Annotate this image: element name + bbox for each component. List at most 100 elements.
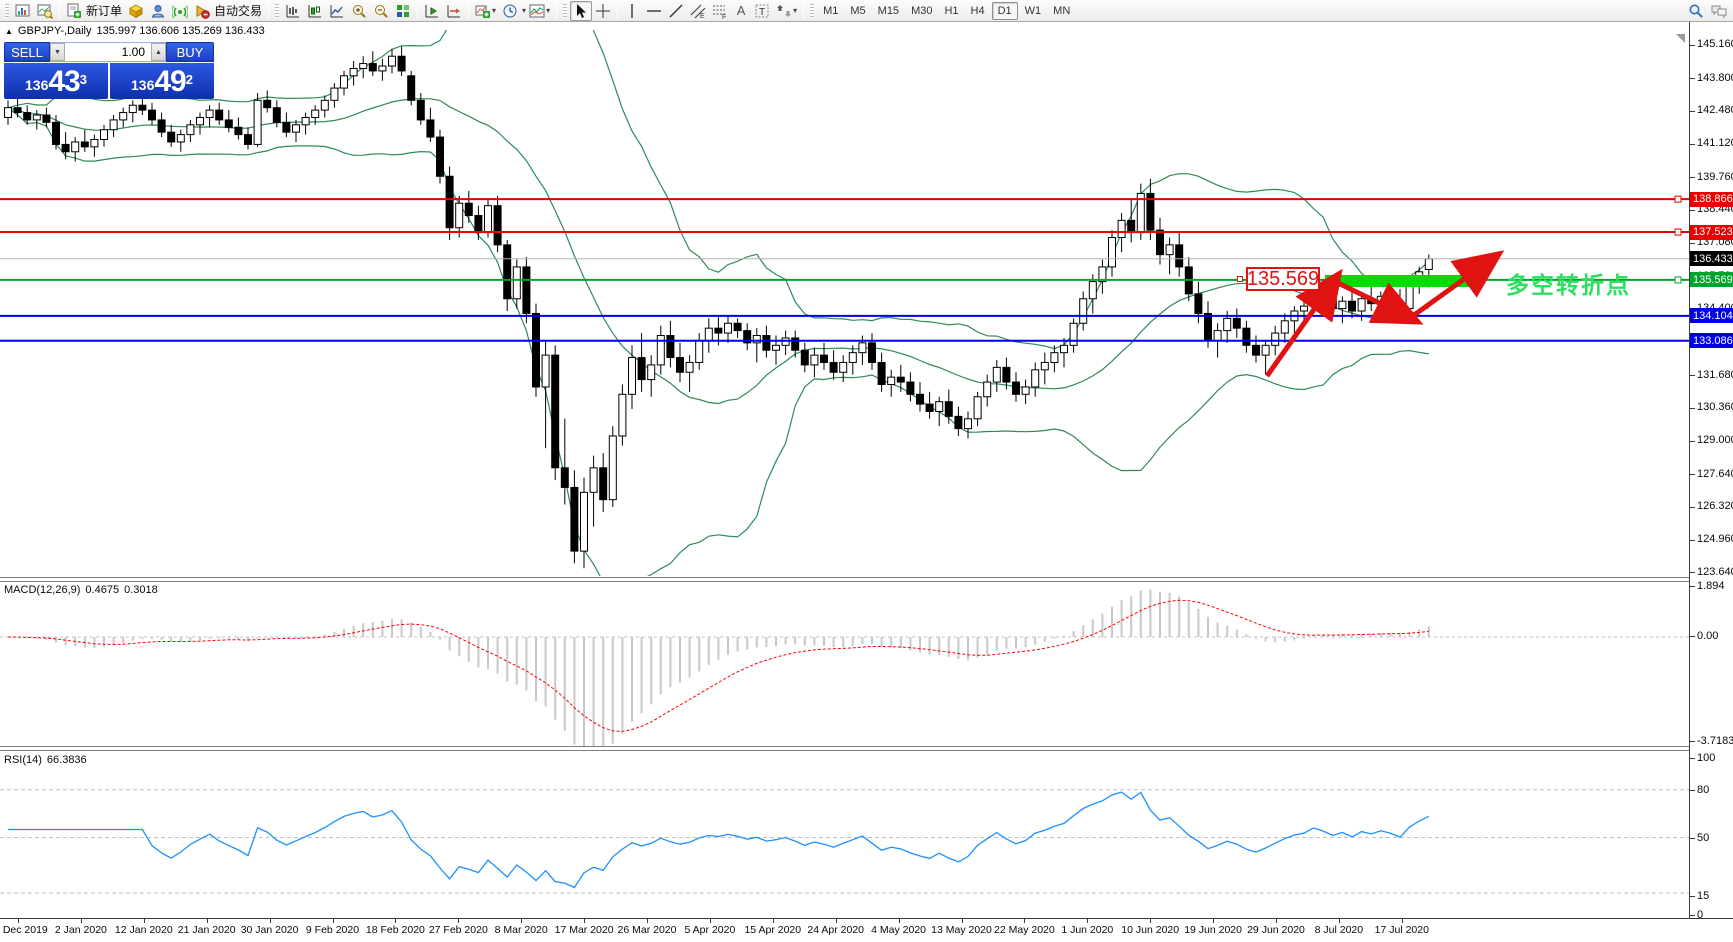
linechart-icon[interactable] [326,1,348,21]
timeframe-H1[interactable]: H1 [944,4,959,17]
hline-icon[interactable] [643,1,665,21]
clock-icon[interactable] [499,1,521,21]
volume-down-button[interactable]: ▼ [50,43,65,61]
candle [685,361,694,373]
pivot-point-text[interactable]: 多空转折点 [1506,272,1631,298]
timeframe-H4[interactable]: H4 [970,4,985,17]
cursor-icon[interactable] [570,0,593,21]
candle [503,244,512,300]
candle [1271,332,1280,346]
trendline-icon[interactable] [665,1,687,21]
candle [52,121,60,145]
pane-separator[interactable] [0,577,1689,582]
price-tick-label: 126.320 [1697,500,1733,513]
template-icon[interactable]: ▾ [526,1,553,21]
candle [541,354,550,388]
price-line-label: 133.086 [1690,333,1733,349]
autoscroll-icon[interactable] [421,1,443,21]
date-tick [1338,919,1340,923]
tile-windows-icon[interactable] [392,1,414,21]
chart-shift-icon[interactable] [443,1,465,21]
search-icon[interactable] [1685,1,1707,21]
community-icon[interactable] [147,1,169,21]
volume-up-button[interactable]: ▲ [151,43,166,61]
signals-icon[interactable] [169,1,191,21]
sell-price[interactable]: 136 43 3 [4,63,108,99]
timeframe-MN[interactable]: MN [1053,4,1071,17]
trend-arrow[interactable] [1332,278,1424,325]
timeframe-W1[interactable]: W1 [1024,4,1042,17]
price-level-annotation[interactable]: 135.569 [1246,267,1320,291]
date-tick [1213,919,1215,923]
timeframe-M30[interactable]: M30 [911,4,933,17]
text-label-icon[interactable]: T [751,1,773,21]
price-tick-label: 143.800 [1697,71,1733,84]
timeframe-D1[interactable]: D1 [991,1,1018,20]
consolidation-zone[interactable] [1325,275,1477,287]
price-tick [1690,440,1695,442]
candle [848,352,857,363]
buy-price[interactable]: 136 49 2 [110,63,214,99]
rsi-scale-tick [1690,758,1695,759]
candle [800,349,809,366]
candle [522,266,531,314]
main-chart[interactable] [0,30,1689,576]
market-cube-icon[interactable] [125,1,147,21]
fibonacci-icon[interactable]: F [709,1,731,21]
timeframe-M5[interactable]: M5 [850,4,866,17]
candle [23,112,32,121]
zoom-out-icon[interactable] [370,1,392,21]
candle [359,63,368,69]
date-label: 4 May 2020 [871,924,927,936]
bollinger-upper-band [7,30,1430,350]
toolbar: 新订单 自动交易 ▾ ▾ ▾ E F A T ▾ [0,0,1733,22]
candle [1232,317,1241,329]
new-order-label[interactable]: 新订单 [86,4,123,18]
date-label: 1 Jun 2020 [1061,924,1114,936]
buy-button[interactable]: BUY [166,42,214,62]
sell-button[interactable]: SELL [4,42,50,62]
candlestick-icon[interactable] [304,1,326,21]
candle [1204,312,1212,341]
channel-icon[interactable]: E [687,1,709,21]
price-tick-label: 141.120 [1697,137,1733,150]
profiles-icon[interactable] [34,1,56,21]
candle [32,114,41,121]
rsi-pane[interactable] [0,751,1689,918]
date-tick [1024,919,1026,923]
volume-field[interactable]: 1.00 [65,43,151,61]
candle [215,109,224,121]
pane-separator[interactable] [0,746,1689,751]
date-label: 29 Jun 2020 [1247,924,1305,936]
macd-pane[interactable] [0,583,1689,746]
crosshair-icon[interactable] [592,1,614,21]
rsi-scale-label: 80 [1697,783,1710,796]
new-chart-icon[interactable] [12,1,34,21]
new-order-button[interactable] [63,1,85,21]
annotation-handle[interactable] [1237,276,1243,282]
candle [608,435,617,501]
date-tick [395,919,397,923]
shapes-icon[interactable]: ▾ [773,1,800,21]
zoom-in-icon[interactable] [348,1,370,21]
text-icon[interactable]: A [736,3,746,18]
candle [320,99,329,111]
vline-icon[interactable] [621,1,643,21]
date-tick [1276,919,1277,923]
candle [196,116,204,126]
date-tick [458,919,460,923]
candle [762,335,771,351]
indicators-plus-icon[interactable]: ▾ [472,1,499,21]
trend-arrow[interactable] [1264,268,1343,378]
date-label: 13 May 2020 [931,924,992,936]
timeframe-M15[interactable]: M15 [877,4,900,17]
chat-icon[interactable] [1707,1,1731,21]
autotrade-label[interactable]: 自动交易 [214,4,263,18]
autotrade-icon[interactable] [191,1,213,21]
timeframe-M1[interactable]: M1 [823,4,839,17]
barchart-icon[interactable] [282,1,304,21]
candle [4,107,12,118]
candle [896,376,905,383]
date-tick [709,919,711,923]
trend-arrow[interactable] [1408,250,1505,321]
